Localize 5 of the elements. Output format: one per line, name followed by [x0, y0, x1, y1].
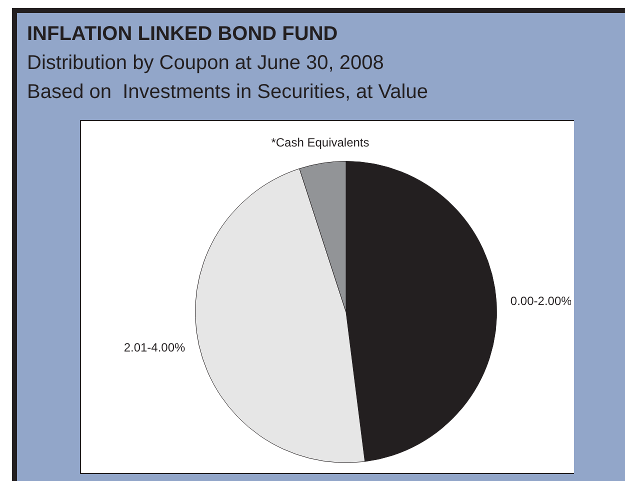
slice-label: 2.01-4.00%: [124, 340, 186, 354]
chart-title: INFLATION LINKED BOND FUND: [27, 23, 338, 46]
slice-label: 0.00-2.00%: [510, 294, 572, 308]
slice-label: *Cash Equivalents: [271, 136, 370, 150]
chart-subtitle: Distribution by Coupon at June 30, 2008 Based on Investments in Securities, at Value: [27, 51, 428, 105]
